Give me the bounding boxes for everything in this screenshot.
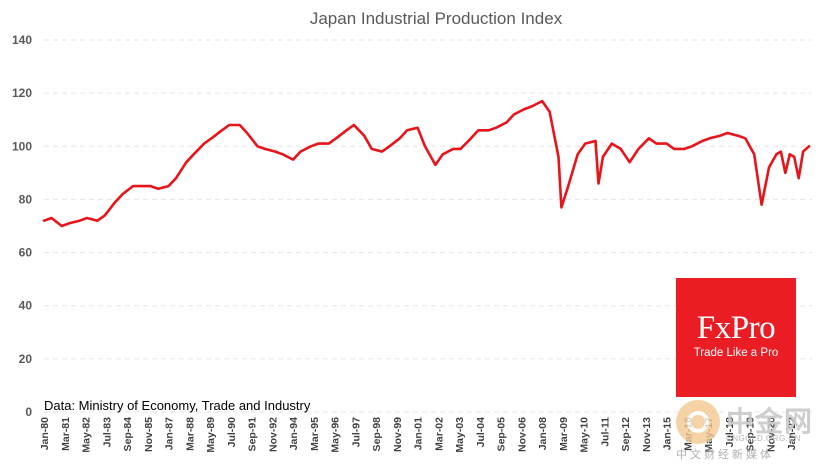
- x-tick-label: Mar-09: [558, 417, 570, 451]
- x-tick-label: Jan-08: [537, 417, 549, 450]
- y-tick-label: 100: [12, 139, 32, 153]
- x-tick-label: Mar-95: [309, 417, 321, 451]
- x-tick-label: Jul-83: [101, 417, 113, 448]
- x-tick-label: Jul-11: [599, 417, 611, 447]
- x-tick-label: Mar-02: [433, 417, 445, 451]
- x-tick-label: Sep-84: [122, 417, 134, 452]
- watermark-coin-icon: [676, 400, 720, 444]
- x-tick-label: Nov-85: [143, 417, 155, 452]
- x-tick-label: May-96: [330, 417, 342, 453]
- x-tick-label: Jan-80: [39, 417, 51, 450]
- x-tick-label: Jan-15: [662, 417, 674, 450]
- y-tick-label: 60: [19, 246, 33, 260]
- x-tick-label: Nov-92: [267, 417, 279, 452]
- logo-name: FxPro: [696, 310, 776, 346]
- watermark-subtitle: 中文财经新媒体: [676, 449, 774, 461]
- watermark-name: 中金网: [726, 406, 814, 437]
- logo-tagline: Trade Like a Pro: [693, 347, 779, 359]
- x-tick-label: Sep-98: [371, 417, 383, 452]
- x-tick-label: Nov-13: [641, 417, 653, 452]
- watermark: 中金网 CNGOLD.ORG.CN 中文财经新媒体: [676, 400, 831, 466]
- x-tick-label: Jul-04: [475, 417, 487, 448]
- x-tick-label: Jan-87: [164, 417, 176, 450]
- y-tick-label: 140: [12, 33, 32, 47]
- y-tick-label: 120: [12, 86, 32, 100]
- watermark-url: CNGOLD.ORG.CN: [726, 434, 801, 443]
- y-tick-label: 20: [19, 352, 33, 366]
- y-tick-label: 40: [19, 299, 33, 313]
- fxpro-logo: FxPro Trade Like a Pro: [676, 278, 796, 397]
- x-tick-label: Jul-90: [226, 417, 238, 448]
- y-tick-label: 80: [19, 192, 33, 206]
- x-tick-label: Sep-12: [620, 417, 632, 452]
- x-tick-label: Jan-94: [288, 417, 300, 450]
- series-layer: [42, 99, 811, 228]
- source-note: Data: Ministry of Economy, Trade and Ind…: [44, 398, 311, 413]
- x-tick-label: Mar-88: [184, 417, 196, 451]
- x-tick-label: Mar-81: [60, 417, 72, 451]
- x-tick-label: Sep-05: [496, 417, 508, 452]
- x-tick-label: Nov-06: [516, 417, 528, 452]
- x-tick-label: Nov-99: [392, 417, 404, 452]
- x-tick-label: Jul-97: [350, 417, 362, 448]
- chart-title: Japan Industrial Production Index: [310, 9, 563, 28]
- series-line: [42, 99, 811, 228]
- x-tick-label: Jan-01: [413, 417, 425, 450]
- x-tick-label: Jan-22: [786, 417, 798, 450]
- x-tick-label: Jul-18: [724, 417, 736, 448]
- x-tick-label: May-03: [454, 417, 466, 453]
- y-tick-label: 0: [25, 405, 32, 419]
- x-tick-label: Sep-91: [247, 417, 259, 452]
- x-tick-label: Nov-20: [765, 417, 777, 452]
- x-tick-label: May-89: [205, 417, 217, 453]
- x-axis-ticks: Jan-80 Mar-81 May-82 Jul-83 Sep-84 Nov-85 Jan-…: [39, 417, 798, 453]
- x-tick-label: Sep-19: [745, 417, 757, 452]
- y-axis-ticks: 0 20 40 60 80 100 120 140: [12, 33, 32, 419]
- x-tick-label: May-10: [579, 417, 591, 453]
- x-tick-label: May-82: [81, 417, 93, 453]
